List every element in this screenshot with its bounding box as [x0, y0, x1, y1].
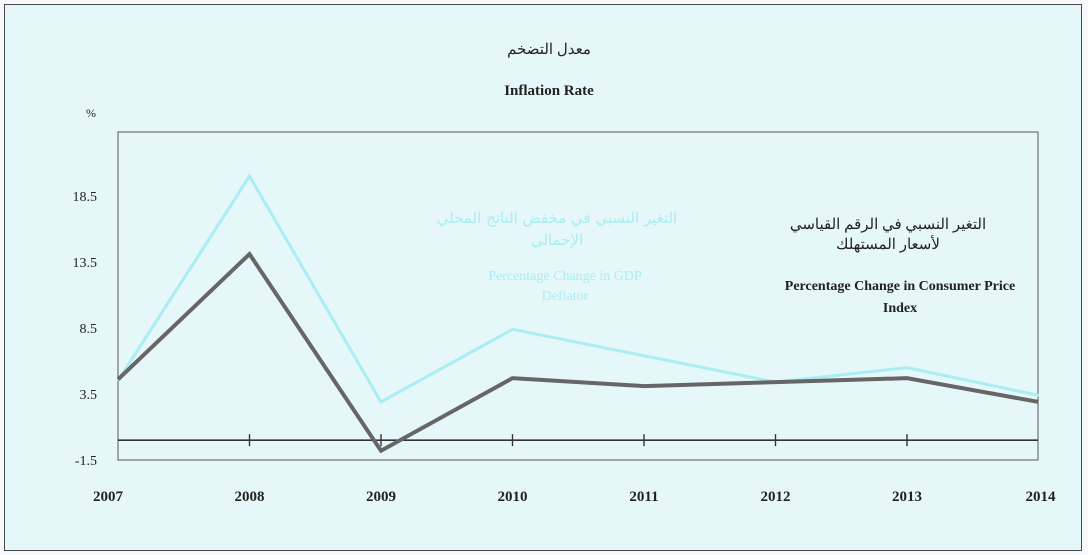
y-tick-label: -1.5: [75, 454, 97, 469]
x-tick-label: 2011: [629, 489, 658, 505]
y-tick-label: 8.5: [80, 322, 98, 337]
legend-gdp-deflator: التغير النسبي في مخفض الناتج المحلي الإجم…: [437, 209, 677, 304]
x-tick-label: 2012: [761, 489, 791, 505]
chart-title-arabic: معدل التضخم: [507, 42, 591, 58]
x-tick-label: 2010: [498, 489, 528, 505]
x-tick-label: 2008: [235, 489, 265, 505]
y-axis: 18.5 13.5 8.5 3.5 -1.5: [73, 190, 98, 469]
inflation-chart: معدل التضخم Inflation Rate % 18.5 13.5 8.5…: [73, 42, 1057, 505]
chart-frame: معدل التضخم Inflation Rate % 18.5 13.5 8.5…: [4, 4, 1082, 551]
x-tick-label: 2009: [366, 489, 396, 505]
x-tick-label: 2007: [93, 489, 124, 505]
legend-cpi: التغير النسبي في الرقم القياسي لأسعار الم…: [785, 217, 1015, 316]
x-tick-label: 2013: [892, 489, 922, 505]
y-tick-label: 3.5: [80, 388, 98, 403]
y-tick-label: 18.5: [73, 190, 98, 205]
legend-cpi-english: Percentage Change in Consumer Price Index: [785, 279, 1015, 316]
x-tick-label: 2014: [1026, 489, 1057, 505]
series-line-cpi: [116, 250, 1039, 454]
y-axis-unit: %: [86, 106, 96, 120]
x-axis: 2007 2008 2009 2010 2011 2012 2013 2014: [93, 489, 1056, 505]
legend-cpi-arabic: التغير النسبي في الرقم القياسي لأسعار الم…: [790, 217, 986, 253]
plot-area: [117, 131, 1039, 461]
y-tick-label: 13.5: [73, 256, 98, 271]
legend-gdp-english: Percentage Change in GDP Deflator: [488, 269, 642, 304]
chart-title-english: Inflation Rate: [504, 83, 594, 99]
series-lines: [116, 173, 1039, 454]
zero-line-group: [118, 434, 1038, 447]
series-line-gdp-deflator: [116, 173, 1039, 404]
legend-gdp-arabic: التغير النسبي في مخفض الناتج المحلي الإجم…: [437, 209, 677, 250]
